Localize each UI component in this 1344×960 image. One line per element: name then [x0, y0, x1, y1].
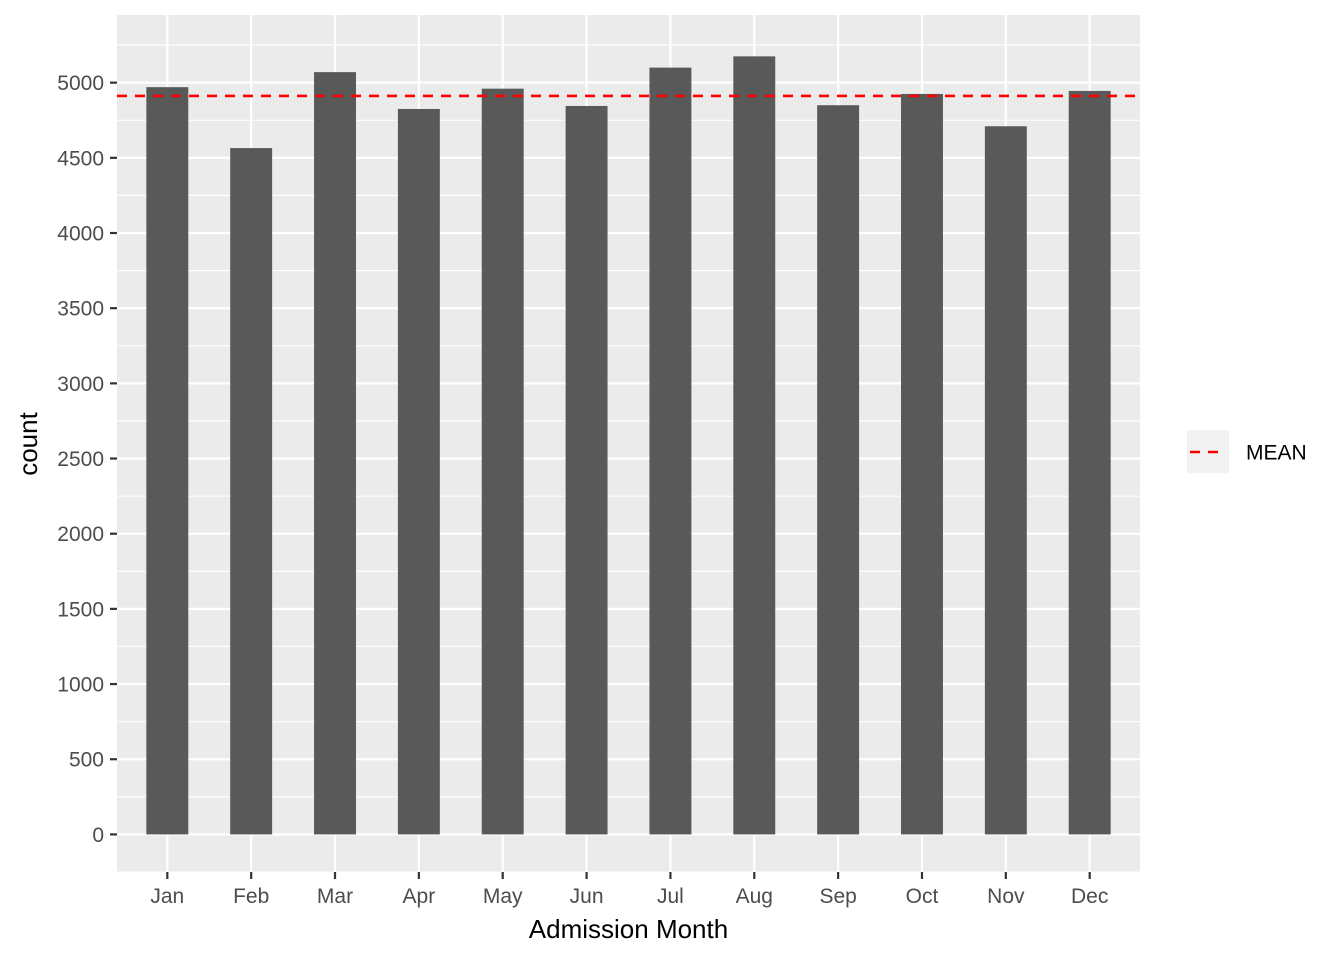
y-tick-label: 1000 — [57, 674, 104, 697]
bar-may — [481, 88, 524, 835]
bar-mar — [314, 72, 356, 835]
legend: MEAN — [1187, 430, 1307, 473]
bar-dec — [1068, 90, 1111, 835]
x-axis-title: Admission Month — [529, 914, 728, 944]
x-tick-label-aug: Aug — [736, 885, 773, 908]
x-tick-label-jun: Jun — [570, 885, 604, 908]
y-tick-label: 0 — [92, 824, 104, 847]
bar-jul — [649, 67, 692, 835]
y-axis-title: count — [13, 411, 43, 475]
y-axis: 0 500 1000 1500 2000 2500 3000 3500 4000 4500 5000 — [57, 72, 117, 847]
x-tick-label-jul: Jul — [657, 885, 684, 908]
legend-label-mean: MEAN — [1246, 442, 1307, 465]
bar-sep — [817, 105, 860, 835]
x-axis: Jan Feb Mar Apr May Jun Jul Aug Sep Oct Nov Dec — [150, 872, 1108, 908]
x-tick-label-apr: Apr — [403, 885, 436, 908]
y-tick-label: 5000 — [57, 72, 104, 95]
bar-aug — [733, 56, 776, 835]
bar-apr — [397, 108, 440, 835]
y-tick-label: 1500 — [57, 598, 104, 621]
bar-oct — [901, 93, 943, 835]
x-tick-label-nov: Nov — [987, 885, 1025, 908]
y-tick-label: 500 — [69, 749, 104, 772]
bar-jun — [565, 105, 608, 835]
x-tick-label-oct: Oct — [906, 885, 939, 908]
bar-nov — [984, 126, 1027, 835]
y-tick-label: 2000 — [57, 523, 104, 546]
x-tick-label-dec: Dec — [1071, 885, 1108, 908]
minor-gridlines — [117, 44, 1140, 873]
x-tick-label-feb: Feb — [233, 885, 269, 908]
bar-feb — [230, 148, 273, 835]
y-tick-label: 4000 — [57, 223, 104, 246]
y-tick-label: 3000 — [57, 373, 104, 396]
y-tick-label: 3500 — [57, 298, 104, 321]
y-tick-label: 2500 — [57, 448, 104, 471]
x-tick-label-jan: Jan — [150, 885, 184, 908]
x-tick-label-sep: Sep — [819, 885, 856, 908]
bar-jan — [146, 87, 189, 835]
y-tick-label: 4500 — [57, 147, 104, 170]
x-tick-label-mar: Mar — [317, 885, 353, 908]
x-tick-label-may: May — [483, 885, 523, 908]
bars — [146, 56, 1111, 835]
